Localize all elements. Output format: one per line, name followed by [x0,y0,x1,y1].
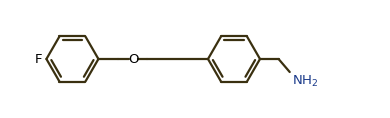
Text: NH$_2$: NH$_2$ [292,74,318,89]
Text: O: O [128,53,138,65]
Text: F: F [34,53,42,65]
